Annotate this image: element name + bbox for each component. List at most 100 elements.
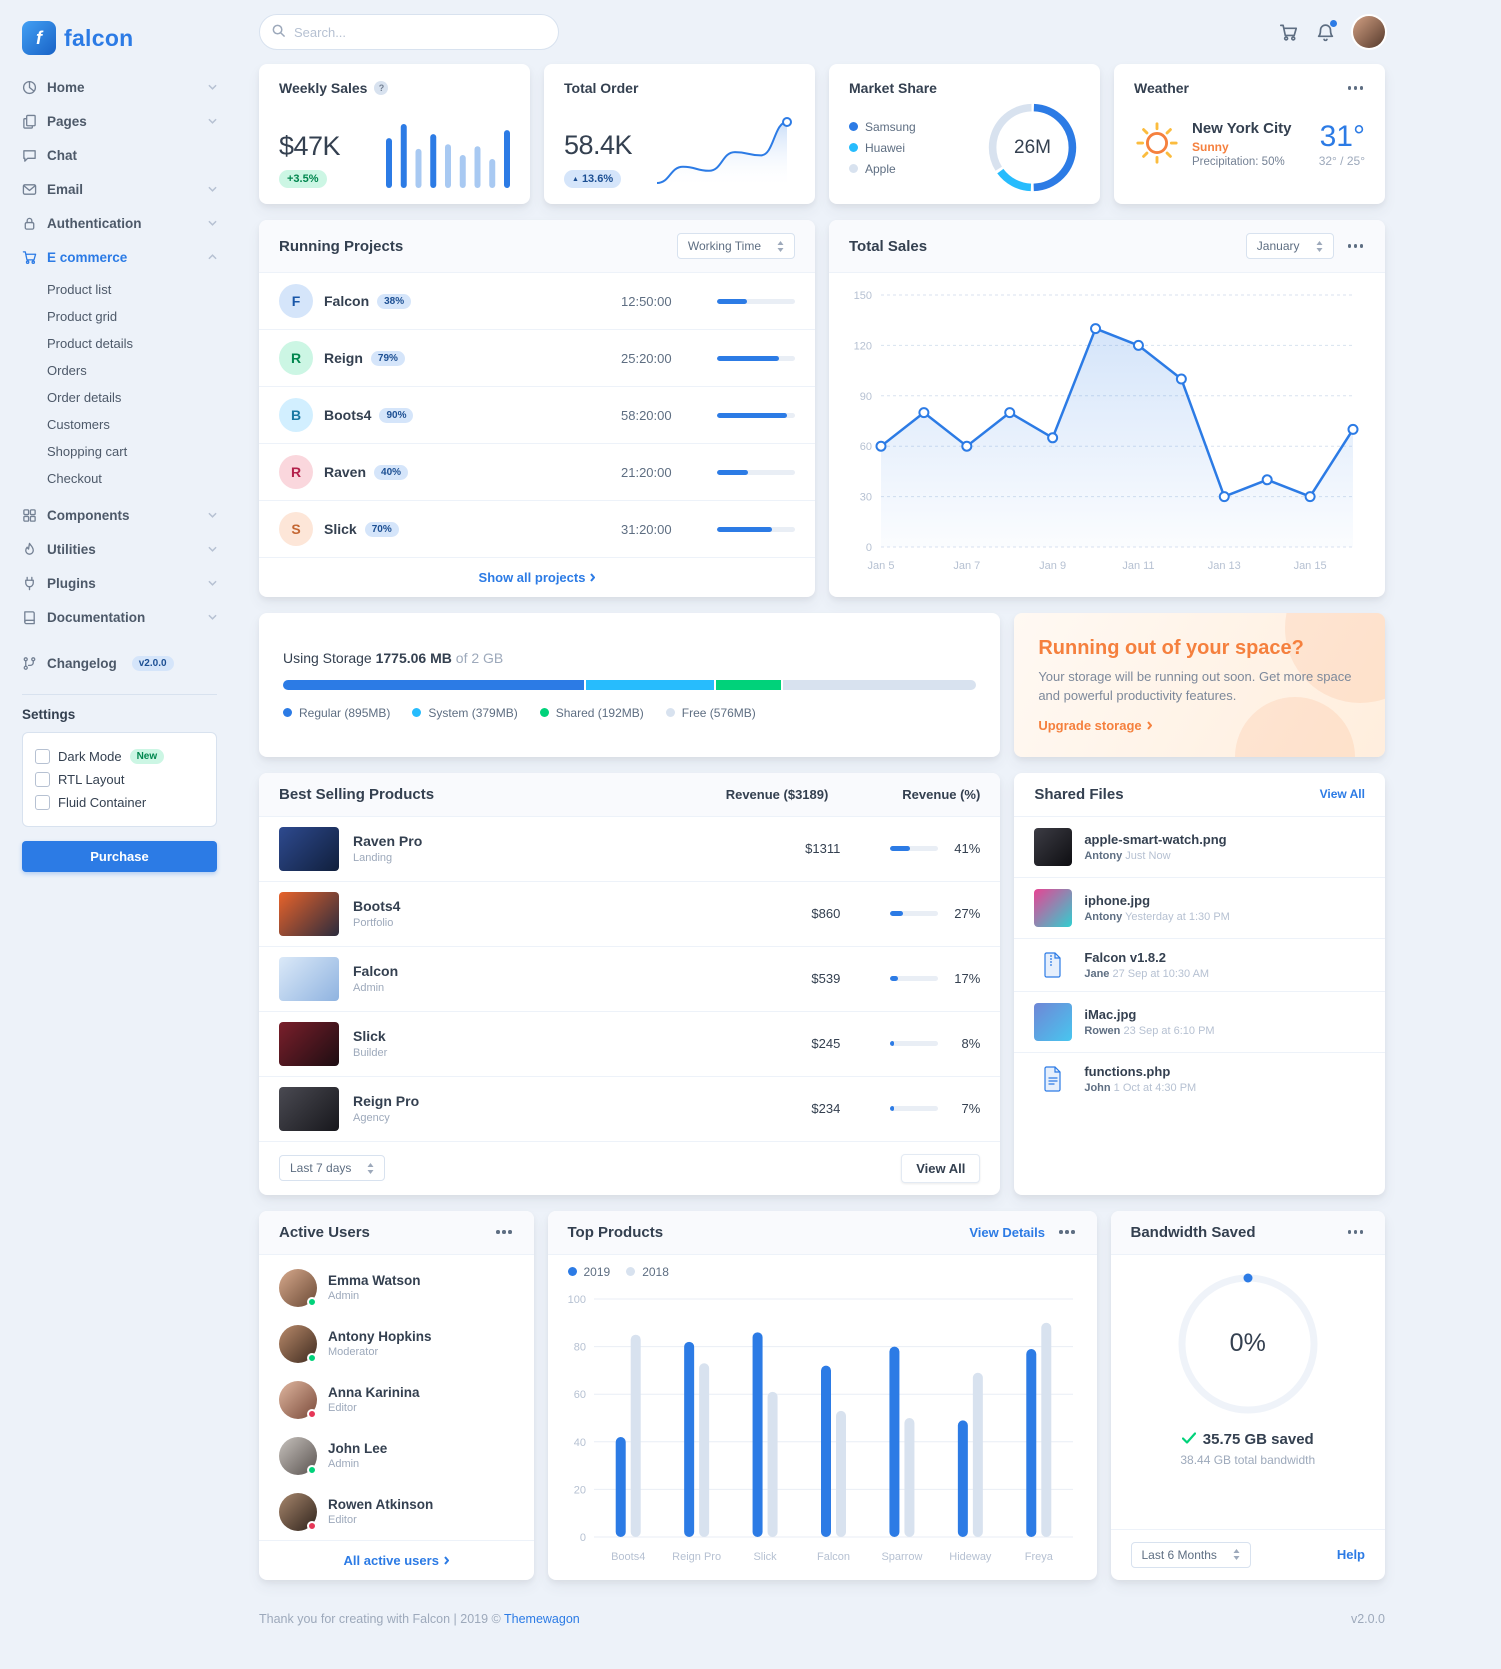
shared-files-view-all-link[interactable]: View All	[1319, 787, 1365, 802]
project-name[interactable]: Slick	[324, 521, 357, 537]
project-name[interactable]: Boots4	[324, 407, 372, 423]
file-name[interactable]: iMac.jpg	[1084, 1006, 1137, 1022]
caret-up-icon: ▲	[572, 175, 579, 183]
product-name[interactable]: Raven Pro	[353, 833, 423, 850]
sidebar-item-chat[interactable]: Chat	[22, 138, 217, 172]
sidebar-item-customers[interactable]: Customers	[47, 417, 110, 432]
view-all-button[interactable]: View All	[901, 1153, 981, 1183]
sidebar-item-documentation[interactable]: Documentation	[22, 600, 217, 634]
svg-text:40: 40	[573, 1436, 585, 1448]
sidebar-item-product-grid[interactable]: Product grid	[47, 309, 118, 324]
file-row: functions.php John 1 Oct at 4:30 PM	[1014, 1051, 1385, 1105]
legend-label: Shared (192MB)	[555, 705, 644, 720]
sidebar-item-shopping-cart[interactable]: Shopping cart	[47, 444, 128, 459]
chevron-down-icon	[208, 546, 217, 552]
file-name[interactable]: functions.php	[1084, 1063, 1171, 1079]
product-category: Builder	[353, 1047, 388, 1060]
project-name[interactable]: Reign	[324, 350, 363, 366]
dots-menu-icon[interactable]	[1346, 240, 1366, 252]
month-select[interactable]: January	[1245, 233, 1334, 259]
dots-menu-icon[interactable]	[494, 1226, 514, 1238]
chevron-right-icon	[444, 1556, 449, 1565]
sidebar-item-product-list[interactable]: Product list	[47, 282, 112, 297]
sidebar-item-pages[interactable]: Pages	[22, 104, 217, 138]
all-active-users-link[interactable]: All active users	[344, 1553, 449, 1568]
best-selling-products-card: Best Selling Products Revenue ($3189) Re…	[259, 772, 1001, 1195]
select-value: Last 6 Months	[1141, 1547, 1217, 1562]
dark-mode-checkbox[interactable]	[35, 749, 50, 764]
upgrade-storage-link[interactable]: Upgrade storage	[1038, 718, 1361, 733]
file-name[interactable]: apple-smart-watch.png	[1084, 831, 1227, 847]
fluid-container-checkbox[interactable]	[35, 795, 50, 810]
info-circle-icon[interactable]: ?	[374, 81, 389, 95]
dots-menu-icon[interactable]	[1346, 82, 1366, 94]
version-badge: v2.0.0	[131, 655, 174, 671]
product-name[interactable]: Reign Pro	[353, 1093, 420, 1110]
file-name[interactable]: iphone.jpg	[1084, 892, 1151, 908]
settings-panel: Dark Mode New RTL Layout Fluid Container	[22, 732, 217, 827]
sidebar-item-home[interactable]: Home	[22, 70, 217, 104]
legend-dot	[567, 1267, 577, 1277]
file-name[interactable]: Falcon v1.8.2	[1084, 949, 1166, 965]
select-value: Working Time	[687, 239, 761, 253]
avatar	[279, 1492, 317, 1531]
file-owner: Antony	[1084, 849, 1123, 862]
dots-menu-icon[interactable]	[1057, 1226, 1077, 1238]
sidebar-item-changelog[interactable]: Changelog v2.0.0	[22, 646, 217, 680]
user-name[interactable]: Anna Karinina	[328, 1385, 420, 1401]
sidebar-item-order-details[interactable]: Order details	[47, 390, 122, 405]
legend-dot	[849, 143, 858, 152]
sidebar-item-product-details[interactable]: Product details	[47, 336, 133, 351]
sidebar-item-ecommerce[interactable]: E commerce	[22, 240, 217, 274]
zip-file-icon	[1034, 951, 1072, 979]
period-select[interactable]: Last 7 days	[279, 1155, 386, 1182]
user-name[interactable]: Antony Hopkins	[328, 1329, 432, 1345]
user-name[interactable]: John Lee	[328, 1441, 388, 1457]
user-name[interactable]: Emma Watson	[328, 1273, 421, 1289]
project-name[interactable]: Raven	[324, 464, 367, 480]
total-order-value: 58.4K	[564, 129, 633, 160]
bell-icon[interactable]	[1316, 19, 1337, 42]
status-dot	[307, 1408, 317, 1419]
sidebar-item-plugins[interactable]: Plugins	[22, 566, 217, 600]
view-details-link[interactable]: View Details	[969, 1224, 1045, 1240]
svg-text:Slick: Slick	[753, 1551, 777, 1563]
sidebar-item-email[interactable]: Email	[22, 172, 217, 206]
fluid-container-toggle[interactable]: Fluid Container	[35, 791, 204, 814]
dark-mode-toggle[interactable]: Dark Mode New	[35, 745, 204, 768]
user-avatar[interactable]	[1353, 16, 1385, 48]
sidebar-item-orders[interactable]: Orders	[47, 363, 87, 378]
sidebar-item-authentication[interactable]: Authentication	[22, 206, 217, 240]
purchase-button[interactable]: Purchase	[22, 841, 217, 872]
user-name[interactable]: Rowen Atkinson	[328, 1497, 434, 1513]
project-name[interactable]: Falcon	[324, 293, 370, 309]
product-row: Slick Builder $245 8%	[259, 1010, 1001, 1076]
themewagon-link[interactable]: Themewagon	[504, 1611, 580, 1626]
months-select[interactable]: Last 6 Months	[1130, 1541, 1251, 1568]
sidebar-item-utilities[interactable]: Utilities	[22, 532, 217, 566]
rtl-layout-toggle[interactable]: RTL Layout	[35, 768, 204, 791]
legend-dot	[626, 1267, 636, 1277]
working-time-select[interactable]: Working Time	[676, 233, 795, 259]
chevron-right-icon	[590, 573, 596, 582]
rtl-layout-checkbox[interactable]	[35, 772, 50, 787]
file-row: apple-smart-watch.png Antony Just Now	[1014, 815, 1385, 877]
legend-item-regular: Regular (895MB)	[283, 706, 390, 720]
product-name[interactable]: Falcon	[353, 963, 399, 980]
brand-logo[interactable]: f falcon	[22, 14, 217, 62]
market-share-card: Market Share Samsung Huawei Apple 26M	[829, 64, 1100, 204]
search-input[interactable]	[259, 14, 559, 50]
product-name[interactable]: Slick	[353, 1028, 386, 1045]
sidebar-item-checkout[interactable]: Checkout	[47, 471, 102, 486]
help-link[interactable]: Help	[1336, 1547, 1365, 1563]
cart-icon[interactable]	[1279, 23, 1298, 42]
project-avatar: R	[279, 341, 313, 375]
project-percent-badge: 40%	[374, 464, 409, 480]
product-revenue: $1311	[805, 841, 841, 857]
pages-icon	[22, 114, 38, 129]
dots-menu-icon[interactable]	[1346, 1226, 1366, 1238]
file-time: 23 Sep at 6:10 PM	[1123, 1024, 1215, 1037]
product-name[interactable]: Boots4	[353, 898, 401, 915]
sidebar-item-components[interactable]: Components	[22, 498, 217, 532]
show-all-projects-link[interactable]: Show all projects	[479, 570, 596, 585]
